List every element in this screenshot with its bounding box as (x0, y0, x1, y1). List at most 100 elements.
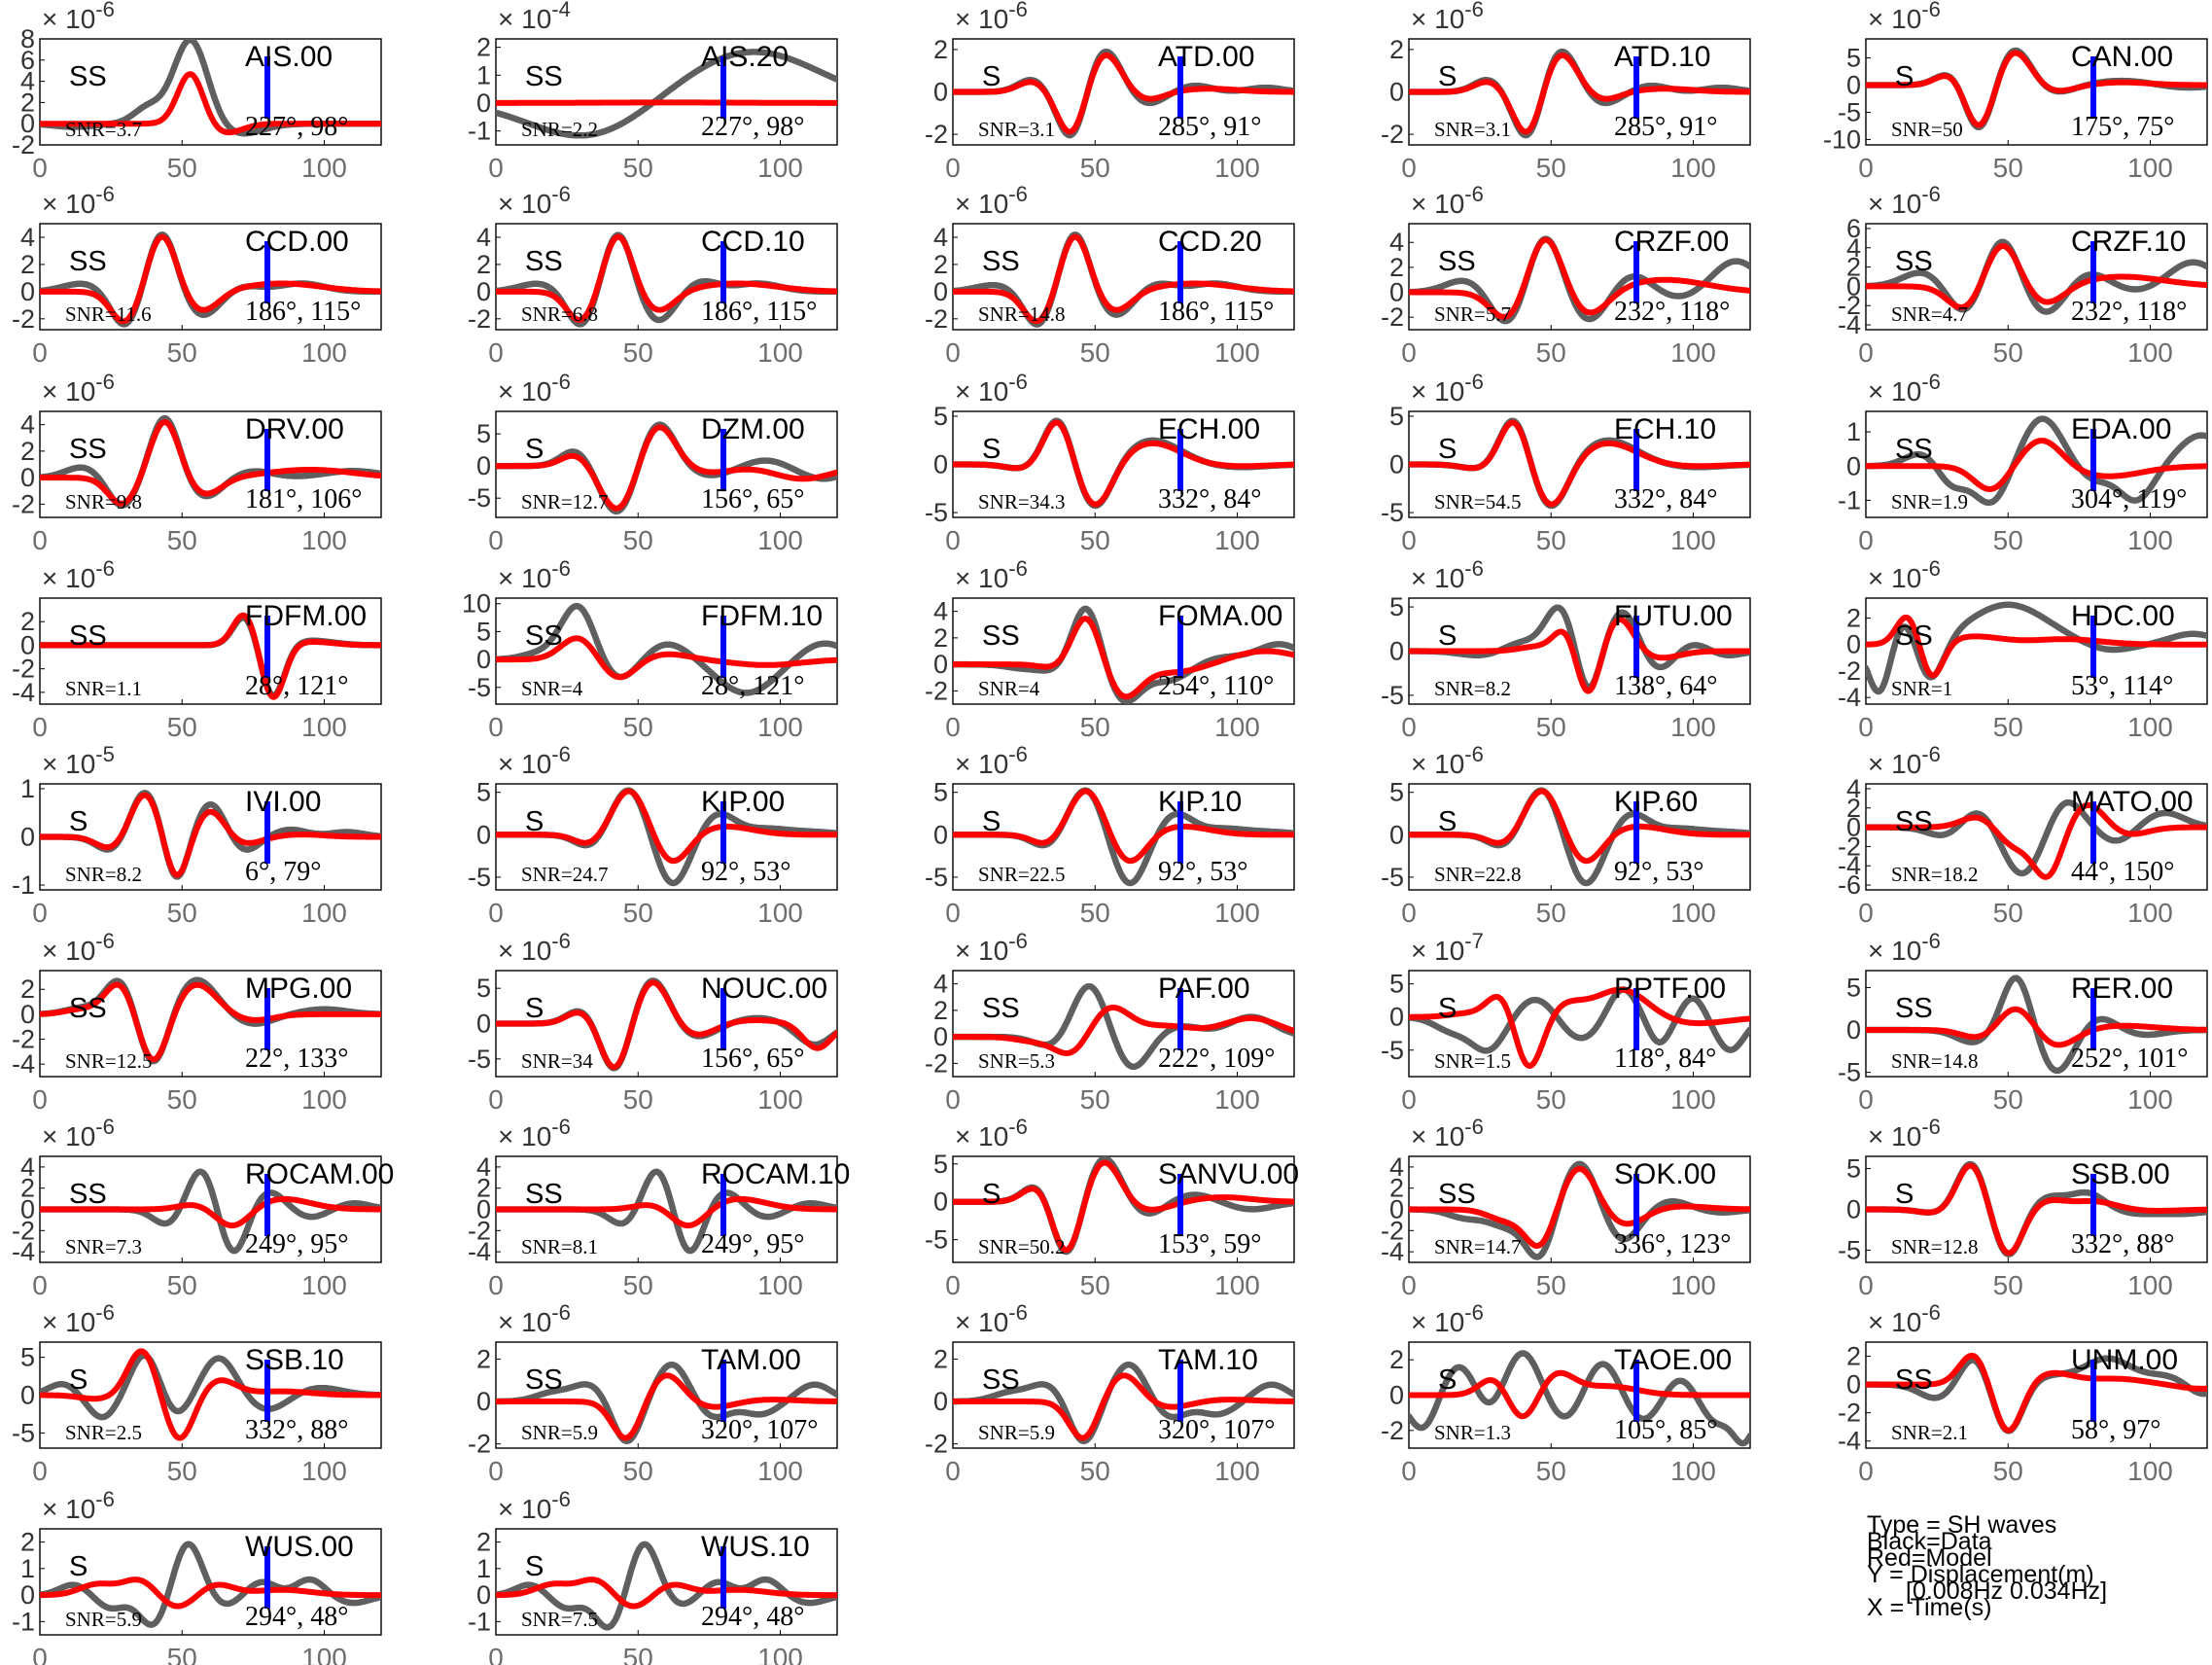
station-title: ROCAM.00 (245, 1158, 394, 1190)
snr-label: SNR=5.9 (521, 1421, 598, 1444)
phase-label: S (525, 1551, 544, 1582)
model-waveform (1866, 1162, 2207, 1257)
y-tick-label: 2 (1389, 1345, 1404, 1374)
y-tick-label: -2 (12, 1025, 35, 1054)
axes-frame (952, 1155, 1295, 1263)
y-tick-label: -5 (12, 1418, 35, 1447)
phase-label: S (69, 1551, 88, 1582)
station-title: CAN.00 (2071, 41, 2173, 73)
station-panel: 0 50 100 2 0 -2 × 10-6 S TAOE.00 SNR=1.3 105°, 85° (1381, 1300, 1751, 1486)
snr-label: SNR=12.7 (521, 490, 608, 514)
y-tick-label: -5 (1381, 498, 1404, 527)
y-tick-label: 2 (1389, 1174, 1404, 1203)
y-tick-label: 0 (476, 820, 491, 849)
station-title: SOK.00 (1614, 1158, 1716, 1190)
y-tick-label: 0 (20, 109, 35, 138)
x-tick-label: 50 (623, 1270, 653, 1300)
y-tick-label: 10 (462, 589, 491, 619)
snr-label: SNR=3.1 (1434, 118, 1511, 141)
x-tick-label: 100 (301, 337, 347, 368)
x-tick-label: 50 (1993, 525, 2023, 555)
data-waveform (1866, 415, 2207, 507)
y-tick-label: 2 (476, 1344, 491, 1373)
y-tick-label: 5 (1846, 1154, 1861, 1184)
station-title: DRV.00 (245, 413, 344, 445)
station-title: TAM.10 (1158, 1344, 1258, 1376)
y-tick-label: 1 (20, 1554, 35, 1583)
y-scale-exponent: × 10-6 (1868, 182, 1941, 219)
azimuth-distance-label: 6°, 79° (245, 857, 321, 887)
axes-frame (495, 38, 838, 146)
y-tick-label: 0 (933, 1022, 948, 1051)
model-waveform (40, 1576, 381, 1610)
x-tick-label: 50 (1080, 712, 1110, 742)
y-tick-label: -2 (1838, 832, 1861, 861)
snr-label: SNR=14.8 (1891, 1049, 1978, 1073)
x-tick-label: 100 (301, 1084, 347, 1115)
model-waveform (40, 612, 381, 700)
model-waveform (1409, 986, 1750, 1069)
station-title: ECH.00 (1158, 413, 1260, 445)
legend-wave-type: Type = SH waves (1867, 1511, 2057, 1539)
model-waveform (40, 233, 381, 325)
phase-label: S (1438, 806, 1457, 837)
phase-label: S (525, 806, 544, 837)
snr-label: SNR=7.3 (65, 1235, 142, 1258)
y-tick-label: 0 (1389, 1003, 1404, 1032)
snr-label: SNR=12.5 (65, 1049, 152, 1073)
x-tick-label: 50 (1993, 1084, 2023, 1115)
x-tick-label: 0 (488, 1456, 504, 1486)
phase-label: SS (525, 246, 563, 277)
x-tick-label: 100 (1214, 1084, 1260, 1115)
x-tick-label: 100 (2127, 1084, 2173, 1115)
x-tick-label: 100 (2127, 1270, 2173, 1300)
y-scale-exponent: × 10-6 (1411, 556, 1484, 593)
phase-label: SS (982, 620, 1020, 652)
x-tick-label: 50 (1536, 153, 1566, 183)
y-tick-label: -5 (468, 1045, 491, 1074)
axes-frame (39, 38, 382, 146)
x-tick-label: 50 (623, 337, 653, 368)
station-title: UNM.00 (2071, 1344, 2178, 1376)
y-tick-label: -2 (1381, 1416, 1404, 1445)
snr-label: SNR=2.5 (65, 1421, 142, 1444)
snr-label: SNR=24.7 (521, 863, 608, 886)
y-tick-label: 1 (476, 60, 491, 89)
phase-label: SS (1895, 246, 1933, 277)
station-title: WUS.10 (701, 1531, 810, 1563)
phase-label: S (1438, 1364, 1457, 1396)
y-tick-label: 0 (20, 1381, 35, 1410)
y-tick-label: 5 (476, 974, 491, 1003)
axes-frame (495, 597, 838, 705)
y-tick-label: 0 (933, 1387, 948, 1416)
y-tick-label: -1 (468, 117, 491, 146)
azimuth-distance-label: 28°, 121° (701, 671, 804, 701)
y-tick-label: 5 (933, 1150, 948, 1179)
phase-label: SS (982, 993, 1020, 1024)
snr-label: SNR=3.7 (65, 118, 142, 141)
model-waveform (496, 424, 837, 512)
station-title: SANVU.00 (1158, 1158, 1299, 1190)
y-tick-label: 0 (933, 650, 948, 679)
snr-label: SNR=8.2 (65, 863, 142, 886)
legend-data-color: Black=Data (1867, 1528, 1992, 1555)
x-tick-label: 50 (1536, 337, 1566, 368)
y-tick-label: 4 (20, 410, 35, 440)
y-scale-exponent: × 10-6 (42, 1115, 115, 1151)
y-scale-exponent: × 10-6 (1868, 556, 1941, 593)
azimuth-distance-label: 138°, 64° (1614, 671, 1717, 701)
model-waveform (953, 52, 1294, 135)
data-waveform (953, 1361, 1294, 1445)
y-scale-exponent: × 10-6 (955, 556, 1028, 593)
y-tick-label: -5 (1838, 1058, 1861, 1087)
x-tick-label: 50 (623, 153, 653, 183)
x-tick-label: 0 (945, 1270, 961, 1300)
axes-frame (495, 1528, 838, 1636)
phase-label: SS (525, 620, 563, 652)
station-title: TAM.00 (701, 1344, 801, 1376)
